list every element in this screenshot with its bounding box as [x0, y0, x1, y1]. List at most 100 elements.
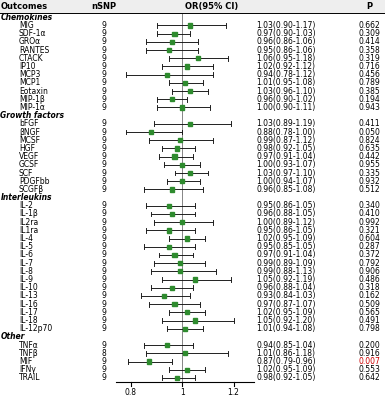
Text: 9: 9	[102, 374, 106, 382]
Text: 0.96(0.85-1.08): 0.96(0.85-1.08)	[256, 185, 315, 194]
Text: MCP1: MCP1	[19, 78, 40, 87]
Bar	[188, 122, 192, 126]
Text: IL-16: IL-16	[19, 300, 38, 309]
Text: 1.02(0.95-1.09): 1.02(0.95-1.09)	[256, 365, 315, 374]
Bar	[170, 187, 174, 192]
Text: MCP3: MCP3	[19, 70, 40, 79]
Text: 0.319: 0.319	[359, 54, 380, 63]
Text: 0.321: 0.321	[359, 226, 380, 235]
Text: 9: 9	[102, 250, 106, 260]
Bar	[180, 163, 184, 167]
Text: 9: 9	[102, 365, 106, 374]
Text: 0.96(0.88-1.05): 0.96(0.88-1.05)	[256, 210, 315, 218]
Text: Outcomes: Outcomes	[0, 2, 47, 11]
Text: HGF: HGF	[19, 144, 35, 153]
Text: 9: 9	[102, 95, 106, 104]
Text: 0.565: 0.565	[359, 308, 380, 317]
Text: IL1ra: IL1ra	[19, 226, 38, 235]
Text: 0.99(0.89-1.09): 0.99(0.89-1.09)	[256, 259, 316, 268]
Bar	[167, 245, 171, 249]
Text: VEGF: VEGF	[19, 152, 39, 161]
Text: MIP-1α: MIP-1α	[19, 103, 45, 112]
Text: 8: 8	[102, 349, 106, 358]
Text: Chemokines: Chemokines	[0, 13, 52, 22]
Text: 1.01(0.95-1.08): 1.01(0.95-1.08)	[256, 78, 315, 87]
Bar	[170, 286, 174, 290]
Text: 9: 9	[102, 152, 106, 161]
Bar	[170, 97, 174, 101]
Text: 9: 9	[102, 226, 106, 235]
Text: 9: 9	[102, 242, 106, 251]
Text: 9: 9	[102, 185, 106, 194]
Bar	[175, 376, 179, 380]
Text: IL-2: IL-2	[19, 201, 33, 210]
Bar	[167, 228, 171, 232]
Text: 9: 9	[102, 103, 106, 112]
Text: bFGF: bFGF	[19, 119, 38, 128]
Text: 0.955: 0.955	[359, 160, 380, 169]
Text: MCSF: MCSF	[19, 136, 40, 145]
Text: 9: 9	[102, 70, 106, 79]
Text: 9: 9	[102, 218, 106, 227]
Text: Eotaxin: Eotaxin	[19, 86, 48, 96]
Text: 1.03(0.97-1.10): 1.03(0.97-1.10)	[256, 168, 315, 178]
Text: TRAIL: TRAIL	[19, 374, 40, 382]
Bar	[183, 81, 187, 85]
Text: 9: 9	[102, 259, 106, 268]
Text: CTACK: CTACK	[19, 54, 44, 63]
Text: 0.87(0.79-0.96): 0.87(0.79-0.96)	[256, 357, 316, 366]
Text: 1.06(0.95-1.18): 1.06(0.95-1.18)	[256, 54, 315, 63]
Text: IL-8: IL-8	[19, 267, 33, 276]
Text: 9: 9	[102, 144, 106, 153]
Bar	[180, 220, 184, 224]
Text: 0.642: 0.642	[359, 374, 380, 382]
Text: IL-9: IL-9	[19, 275, 33, 284]
Text: 9: 9	[102, 201, 106, 210]
Text: 1.00(0.89-1.12): 1.00(0.89-1.12)	[256, 218, 315, 227]
Bar	[172, 154, 177, 159]
Text: IL-10: IL-10	[19, 283, 38, 292]
Text: 0.509: 0.509	[359, 300, 380, 309]
Bar	[193, 278, 197, 282]
Text: 0.410: 0.410	[359, 210, 380, 218]
Text: 0.716: 0.716	[359, 62, 380, 71]
Text: IL-1β: IL-1β	[19, 210, 38, 218]
Text: 9: 9	[102, 21, 106, 30]
Text: 1.02(0.95-1.09): 1.02(0.95-1.09)	[256, 234, 315, 243]
Text: 0.96(0.88-1.04): 0.96(0.88-1.04)	[256, 283, 315, 292]
Text: 0.200: 0.200	[359, 341, 380, 350]
Text: 9: 9	[102, 86, 106, 96]
Bar	[172, 302, 177, 306]
Text: 0.932: 0.932	[359, 177, 380, 186]
Bar	[185, 368, 189, 372]
Text: MIF: MIF	[19, 357, 32, 366]
Text: 9: 9	[102, 78, 106, 87]
Text: 1.05(0.92-1.20): 1.05(0.92-1.20)	[256, 316, 315, 325]
Text: 0.414: 0.414	[359, 37, 380, 46]
Text: 0.604: 0.604	[359, 234, 380, 243]
Text: 0.662: 0.662	[359, 21, 380, 30]
Text: 0.442: 0.442	[359, 152, 380, 161]
Text: 0.93(0.84-1.03): 0.93(0.84-1.03)	[256, 292, 316, 300]
Text: 0.906: 0.906	[359, 267, 380, 276]
Text: MIP-1β: MIP-1β	[19, 95, 45, 104]
Text: 1: 1	[180, 388, 185, 397]
Text: 0.553: 0.553	[359, 365, 380, 374]
Text: 9: 9	[102, 177, 106, 186]
Text: 9: 9	[102, 300, 106, 309]
Bar	[185, 236, 189, 241]
Text: 9: 9	[102, 292, 106, 300]
Text: IFNγ: IFNγ	[19, 365, 36, 374]
Bar	[147, 359, 151, 364]
Text: 0.789: 0.789	[359, 78, 380, 87]
Text: 0.94(0.85-1.04): 0.94(0.85-1.04)	[256, 341, 316, 350]
Text: 0.287: 0.287	[359, 242, 380, 251]
Text: 0.97(0.91-1.04): 0.97(0.91-1.04)	[256, 152, 316, 161]
Text: 1.00(0.94-1.07): 1.00(0.94-1.07)	[256, 177, 316, 186]
Text: 0.943: 0.943	[359, 103, 380, 112]
Text: 1.05(0.92-1.19): 1.05(0.92-1.19)	[256, 275, 315, 284]
Text: 9: 9	[102, 316, 106, 325]
Text: Growth factors: Growth factors	[0, 111, 64, 120]
Text: 9: 9	[102, 46, 106, 54]
Text: 9: 9	[102, 29, 106, 38]
